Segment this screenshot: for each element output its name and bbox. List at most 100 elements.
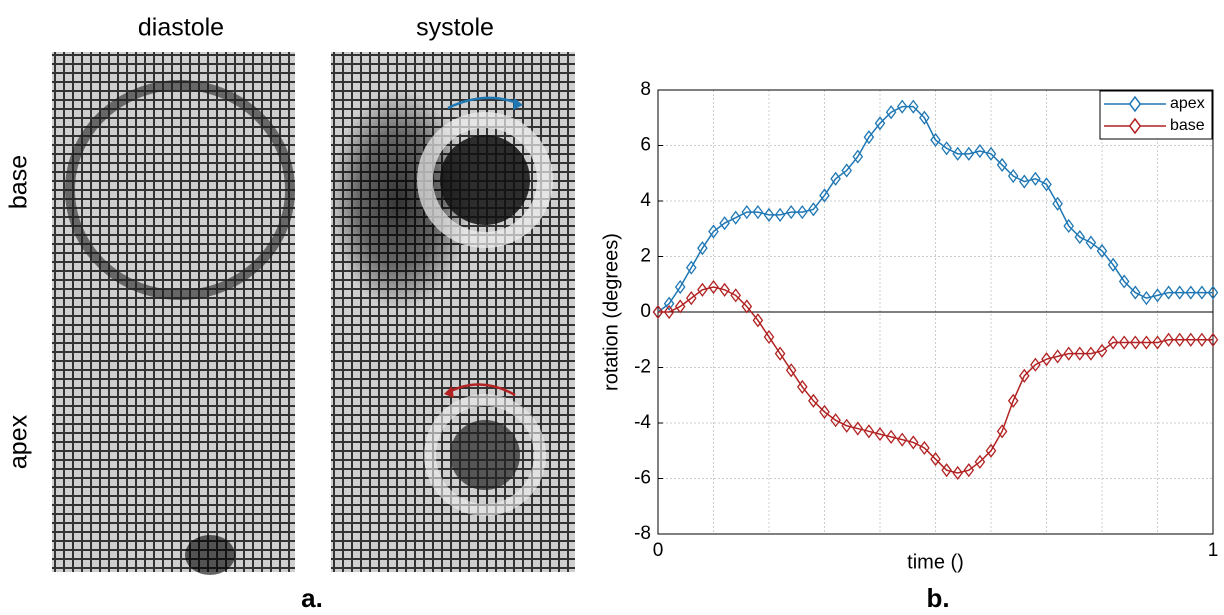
data-point [1174,285,1186,300]
panel-label: a. [301,583,323,613]
data-point [896,432,908,447]
data-point [774,346,786,361]
data-point [697,282,708,297]
data-point [674,299,686,314]
data-point [1152,288,1163,303]
data-point [730,288,742,303]
data-point [1118,274,1130,289]
data-point [885,429,897,444]
data-point [1063,346,1075,361]
data-point [708,224,719,239]
data-point [852,149,864,164]
data-point [1196,285,1208,300]
data-point [774,207,786,222]
data-point [663,296,675,311]
data-point [830,413,841,428]
data-point [952,465,964,481]
data-point [919,440,930,456]
data-point [1085,346,1097,361]
data-point [985,146,997,161]
data-point [1018,174,1030,189]
data-point [1074,346,1086,361]
data-point [1196,332,1208,347]
row-label: apex [5,414,33,469]
data-point [874,427,886,442]
y-tick-label: 8 [640,79,651,100]
data-point [996,424,1008,439]
data-point [1163,285,1174,300]
image-diastole-apex [52,312,295,572]
data-point [1085,235,1097,250]
data-point [930,451,941,467]
image-diastole-base [52,52,295,312]
x-tick-label: 0 [653,540,664,561]
data-point [1007,168,1019,184]
y-tick-label: 2 [640,246,651,267]
data-point [730,210,742,225]
data-point [796,379,808,395]
data-point [1041,177,1052,192]
data-point [1118,335,1130,350]
data-point [1052,196,1063,211]
data-point [852,421,864,436]
data-point [808,393,819,408]
data-point [652,304,664,320]
y-tick-label: 4 [640,190,651,211]
data-point [941,141,952,156]
legend-box [1099,90,1213,140]
data-point [1152,335,1163,350]
data-point [763,329,775,345]
data-point [974,454,986,469]
y-tick-label: -8 [634,523,651,544]
legend-label: base [1170,117,1205,134]
data-point [863,130,875,145]
y-tick-label: -2 [634,357,651,378]
data-point [663,304,675,320]
data-point [974,143,986,159]
data-point [785,205,797,220]
data-point [796,205,808,220]
data-point [808,202,819,217]
data-point [963,146,975,161]
rotation-arrow [447,96,521,110]
data-point [763,207,775,222]
data-point [697,241,708,256]
y-tick-label: -6 [634,468,651,489]
data-point [1185,332,1197,347]
data-point [1018,368,1030,383]
data-point [885,105,897,120]
row-label: base [5,155,33,209]
data-point [963,463,975,478]
data-point [874,116,886,131]
panel-label: b. [926,583,949,613]
data-point [819,188,830,203]
data-point [1074,229,1086,245]
data-point [907,435,919,450]
y-tick-label: 6 [640,135,651,156]
y-axis-label: rotation (degrees) [600,233,622,391]
data-point [907,99,919,114]
data-point [941,463,952,478]
data-point [708,279,719,295]
data-point [863,424,875,439]
data-point [752,205,764,220]
data-point [952,146,964,161]
data-point [841,418,853,433]
data-point [930,132,941,148]
x-tick-label: 1 [1208,540,1219,561]
data-point [1096,343,1108,358]
data-point [1063,218,1075,234]
data-point [1041,352,1052,367]
data-point [996,157,1008,173]
y-tick-label: 0 [640,301,651,322]
data-point [1163,332,1174,347]
data-point [1107,257,1119,272]
data-point [1174,332,1186,347]
data-point [1030,171,1041,186]
data-point [1129,285,1141,300]
y-tick-label: -4 [634,412,651,433]
data-point [1207,332,1219,347]
legend-marker [1128,117,1142,135]
data-point [685,260,697,275]
data-point [1096,243,1108,259]
